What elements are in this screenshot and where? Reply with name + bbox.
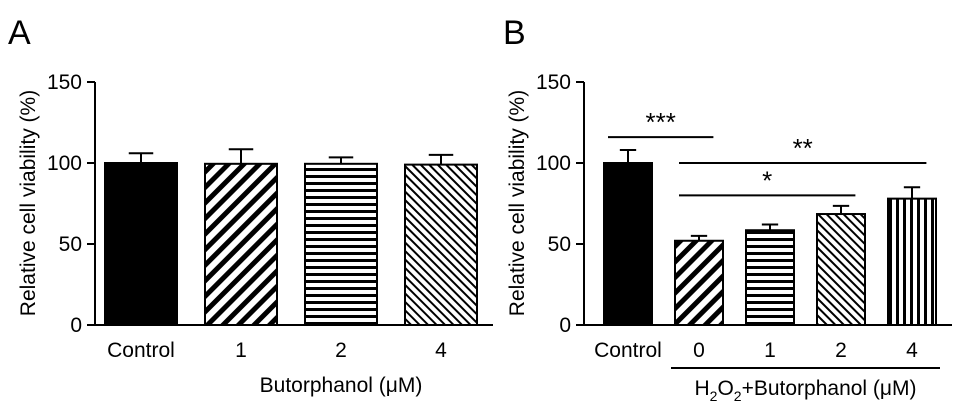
x-axis-group-label: H2O2+Butorphanol (μM) [694, 377, 916, 404]
y-tick-label: 100 [536, 152, 571, 175]
y-tick-label: 50 [59, 233, 82, 256]
bar [816, 213, 866, 326]
panel-letter-b: B [503, 14, 526, 52]
x-tick-label: 0 [693, 339, 705, 362]
bar [887, 197, 937, 326]
bar [304, 162, 378, 326]
y-tick-label: 150 [536, 71, 571, 94]
y-tick-label: 50 [548, 233, 571, 256]
x-tick-label: 4 [435, 339, 447, 362]
x-tick-label: 1 [235, 339, 247, 362]
bar [104, 162, 178, 326]
x-tick-label: 2 [835, 339, 847, 362]
x-tick-label: 1 [764, 339, 776, 362]
bar [745, 229, 795, 326]
significance-label: * [762, 165, 772, 195]
significance-label: *** [646, 107, 676, 137]
y-tick-label: 0 [559, 314, 571, 337]
panel-a: A Relative cell viability (%) 0 50 100 150 C… [8, 14, 493, 397]
y-tick-label: 0 [70, 314, 82, 337]
bar [404, 163, 478, 326]
x-tick-label: Control [594, 339, 662, 362]
y-axis-label-a: Relative cell viability (%) [17, 90, 40, 316]
x-tick-label: 2 [335, 339, 347, 362]
x-tick-label: 4 [906, 339, 918, 362]
panel-b: B Relative cell viability (%) 0 50 100 150 C… [503, 14, 952, 404]
bar [204, 162, 278, 326]
significance-label: ** [793, 133, 813, 163]
x-axis-group-label: Butorphanol (μM) [260, 374, 423, 397]
x-tick-label: Control [107, 339, 175, 362]
bar [603, 162, 653, 326]
y-tick-label: 150 [47, 71, 82, 94]
y-axis-label-b: Relative cell viability (%) [506, 90, 529, 316]
bar [674, 239, 724, 326]
y-tick-label: 100 [47, 152, 82, 175]
panel-letter-a: A [8, 14, 31, 52]
plot-area-a: 0 50 100 150 Control 1 2 4 Butorphanol (μM) [47, 71, 493, 397]
plot-area-b: 0 50 100 150 Control 0 1 2 4 H2O2+Butorphanol (μM… [536, 71, 952, 404]
